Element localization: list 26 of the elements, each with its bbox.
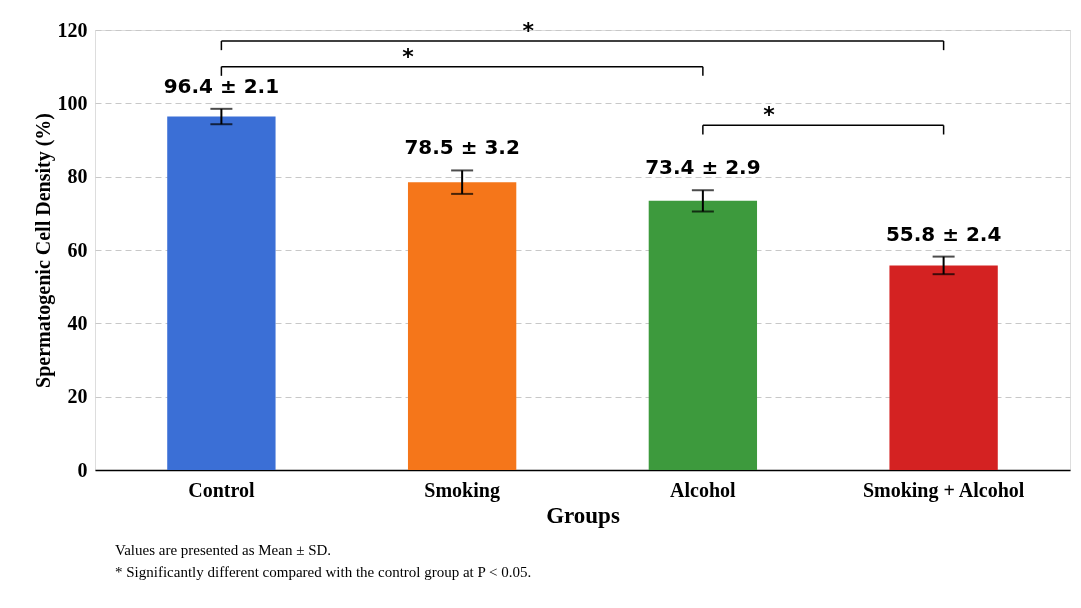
bar — [889, 265, 998, 470]
x-tick-label: Smoking + Alcohol — [862, 478, 1025, 502]
x-tick-label: Control — [188, 478, 255, 501]
y-axis-title: Spermatogenic Cell Density (%) — [31, 113, 55, 388]
bar — [167, 116, 276, 470]
text: * Significantly different compared with the control group at P < 0.05. — [115, 564, 532, 580]
data-label: 78.5 ± 3.2 — [404, 135, 520, 160]
y-tick-label: 20 — [67, 385, 88, 408]
bar — [648, 200, 758, 470]
x-axis-title: Groups — [546, 502, 620, 528]
annotation: * — [522, 18, 535, 43]
data-label: 73.4 ± 2.9 — [645, 155, 761, 180]
data-label: 96.4 ± 2.1 — [163, 73, 280, 98]
y-tick-label: 60 — [67, 238, 88, 261]
data-label: 55.8 ± 2.4 — [885, 221, 1002, 246]
y-tick-label: 120 — [57, 18, 88, 41]
text: Values are presented as Mean ± SD. — [115, 542, 332, 558]
annotation: * — [763, 102, 776, 128]
y-tick-label: 40 — [67, 311, 88, 334]
annotation: * — [402, 43, 415, 69]
y-tick-label: 0 — [77, 458, 88, 481]
x-tick-label: Smoking — [424, 478, 500, 502]
bar — [407, 182, 517, 470]
y-tick-label: 100 — [57, 91, 88, 114]
x-tick-label: Alcohol — [670, 478, 737, 501]
y-tick-label: 80 — [67, 165, 88, 188]
